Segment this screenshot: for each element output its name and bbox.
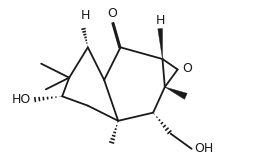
Text: HO: HO [12, 93, 31, 106]
Text: H: H [81, 9, 90, 22]
Polygon shape [157, 28, 162, 59]
Text: O: O [107, 7, 117, 20]
Text: H: H [155, 14, 164, 27]
Polygon shape [164, 87, 186, 99]
Text: OH: OH [193, 142, 212, 155]
Text: O: O [181, 62, 191, 75]
